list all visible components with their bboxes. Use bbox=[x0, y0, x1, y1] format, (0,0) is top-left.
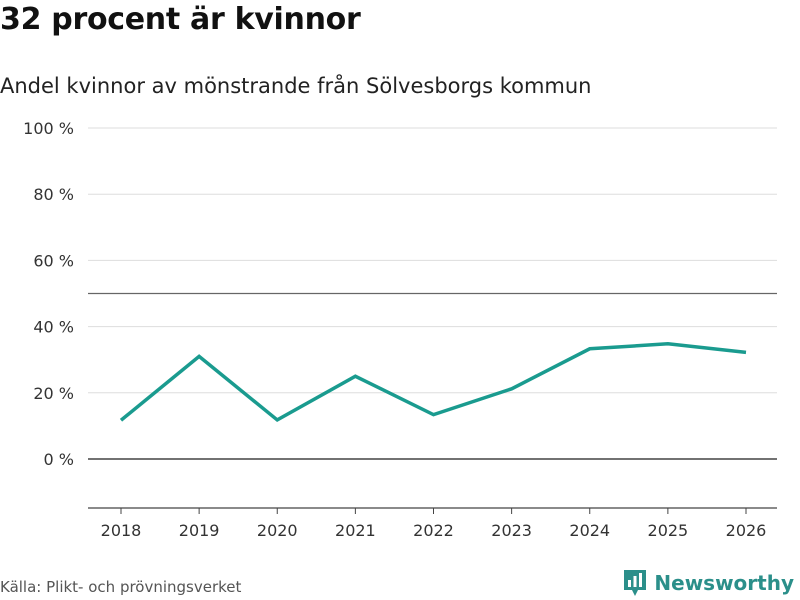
x-tick-label: 2025 bbox=[648, 521, 689, 540]
x-tick-label: 2023 bbox=[491, 521, 532, 540]
y-tick-label: 20 % bbox=[33, 384, 74, 403]
brand-name: Newsworthy bbox=[654, 571, 794, 595]
newsworthy-logo-icon bbox=[624, 570, 647, 596]
x-tick-label: 2020 bbox=[257, 521, 298, 540]
series-line bbox=[119, 342, 747, 423]
source-note: Källa: Plikt- och prövningsverket bbox=[0, 578, 242, 596]
x-tick-label: 2018 bbox=[101, 521, 142, 540]
y-tick-label: 40 % bbox=[33, 318, 74, 337]
brand-logo: Newsworthy bbox=[622, 568, 794, 598]
x-tick-label: 2022 bbox=[413, 521, 454, 540]
x-tick-label: 2019 bbox=[179, 521, 220, 540]
y-tick-label: 100 % bbox=[23, 119, 74, 138]
x-tick-label: 2021 bbox=[335, 521, 376, 540]
y-tick-label: 60 % bbox=[33, 251, 74, 270]
chart-subtitle: Andel kvinnor av mönstrande från Sölvesb… bbox=[0, 74, 592, 98]
y-tick-label: 0 % bbox=[44, 450, 74, 469]
chart-title: 32 procent är kvinnor bbox=[0, 2, 361, 37]
y-tick-label: 80 % bbox=[33, 185, 74, 204]
x-tick-label: 2024 bbox=[569, 521, 610, 540]
x-tick-label: 2026 bbox=[726, 521, 767, 540]
